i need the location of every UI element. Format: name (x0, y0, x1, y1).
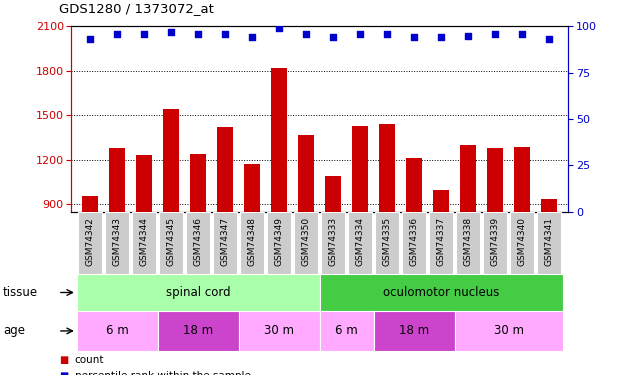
Bar (456, 212, 481, 274)
Bar (82, 195, 98, 338)
Bar (487, 148, 504, 338)
Text: GSM74342: GSM74342 (86, 217, 95, 266)
Bar (240, 212, 265, 274)
Text: GSM74343: GSM74343 (113, 217, 122, 266)
Bar (213, 212, 237, 274)
Text: GSM74346: GSM74346 (194, 217, 203, 266)
Bar (483, 212, 507, 274)
Text: count: count (75, 355, 104, 365)
Bar (325, 176, 342, 338)
Bar (109, 148, 125, 338)
Bar (239, 311, 320, 351)
Bar (320, 311, 374, 351)
Bar (159, 212, 183, 274)
Point (301, 31, 311, 37)
Bar (217, 127, 233, 338)
Bar (379, 124, 396, 338)
Bar (158, 311, 239, 351)
Point (166, 29, 176, 35)
Bar (352, 126, 368, 338)
Bar (163, 110, 179, 338)
Text: oculomotor nucleus: oculomotor nucleus (383, 286, 499, 299)
Bar (132, 212, 156, 274)
Point (274, 25, 284, 31)
Text: GSM74333: GSM74333 (329, 217, 338, 266)
Point (437, 34, 446, 40)
Bar (348, 212, 373, 274)
Bar (190, 154, 206, 338)
Text: 6 m: 6 m (106, 324, 129, 338)
Point (463, 33, 473, 39)
Text: GSM74334: GSM74334 (356, 217, 365, 266)
Bar (455, 311, 563, 351)
Text: ■: ■ (59, 355, 68, 365)
Point (409, 34, 419, 40)
Bar (186, 212, 211, 274)
Point (112, 31, 122, 37)
Text: ■: ■ (59, 371, 68, 375)
Point (193, 31, 203, 37)
Text: GSM74338: GSM74338 (464, 217, 473, 266)
Bar (460, 145, 476, 338)
Text: GSM74349: GSM74349 (275, 217, 284, 266)
Bar (294, 212, 319, 274)
Point (545, 36, 555, 42)
Bar (537, 212, 561, 274)
Text: GSM74339: GSM74339 (491, 217, 500, 266)
Bar (402, 212, 427, 274)
Bar (375, 212, 399, 274)
Point (491, 31, 501, 37)
Text: GSM74347: GSM74347 (221, 217, 230, 266)
Text: GSM74340: GSM74340 (518, 217, 527, 266)
Bar (429, 212, 453, 274)
Text: GSM74345: GSM74345 (167, 217, 176, 266)
Text: percentile rank within the sample: percentile rank within the sample (75, 371, 250, 375)
Bar (433, 190, 450, 338)
Bar (320, 274, 563, 311)
Point (139, 31, 149, 37)
Bar (136, 156, 152, 338)
Bar (271, 68, 288, 338)
Text: 18 m: 18 m (183, 324, 214, 338)
Text: GDS1280 / 1373072_at: GDS1280 / 1373072_at (59, 2, 214, 15)
Text: GSM74348: GSM74348 (248, 217, 257, 266)
Text: GSM74344: GSM74344 (140, 217, 149, 266)
Text: GSM74335: GSM74335 (383, 217, 392, 266)
Bar (298, 135, 314, 338)
Bar (514, 147, 530, 338)
Text: 6 m: 6 m (335, 324, 358, 338)
Point (355, 31, 365, 37)
Text: 30 m: 30 m (494, 324, 524, 338)
Bar (77, 311, 158, 351)
Bar (321, 212, 345, 274)
Text: GSM74336: GSM74336 (410, 217, 419, 266)
Bar (244, 164, 260, 338)
Point (85, 36, 95, 42)
Bar (105, 212, 129, 274)
Bar (267, 212, 291, 274)
Bar (510, 212, 535, 274)
Text: GSM74350: GSM74350 (302, 217, 311, 266)
Bar (78, 212, 102, 274)
Text: age: age (3, 324, 25, 338)
Point (329, 34, 338, 40)
Point (247, 34, 257, 40)
Point (383, 31, 392, 37)
Bar (374, 311, 455, 351)
Bar (542, 198, 558, 338)
Bar (77, 274, 320, 311)
Text: tissue: tissue (3, 286, 39, 299)
Text: 18 m: 18 m (399, 324, 429, 338)
Bar (406, 158, 422, 338)
Text: spinal cord: spinal cord (166, 286, 230, 299)
Text: 30 m: 30 m (265, 324, 294, 338)
Text: GSM74337: GSM74337 (437, 217, 446, 266)
Point (517, 31, 527, 37)
Point (220, 31, 230, 37)
Text: GSM74341: GSM74341 (545, 217, 554, 266)
